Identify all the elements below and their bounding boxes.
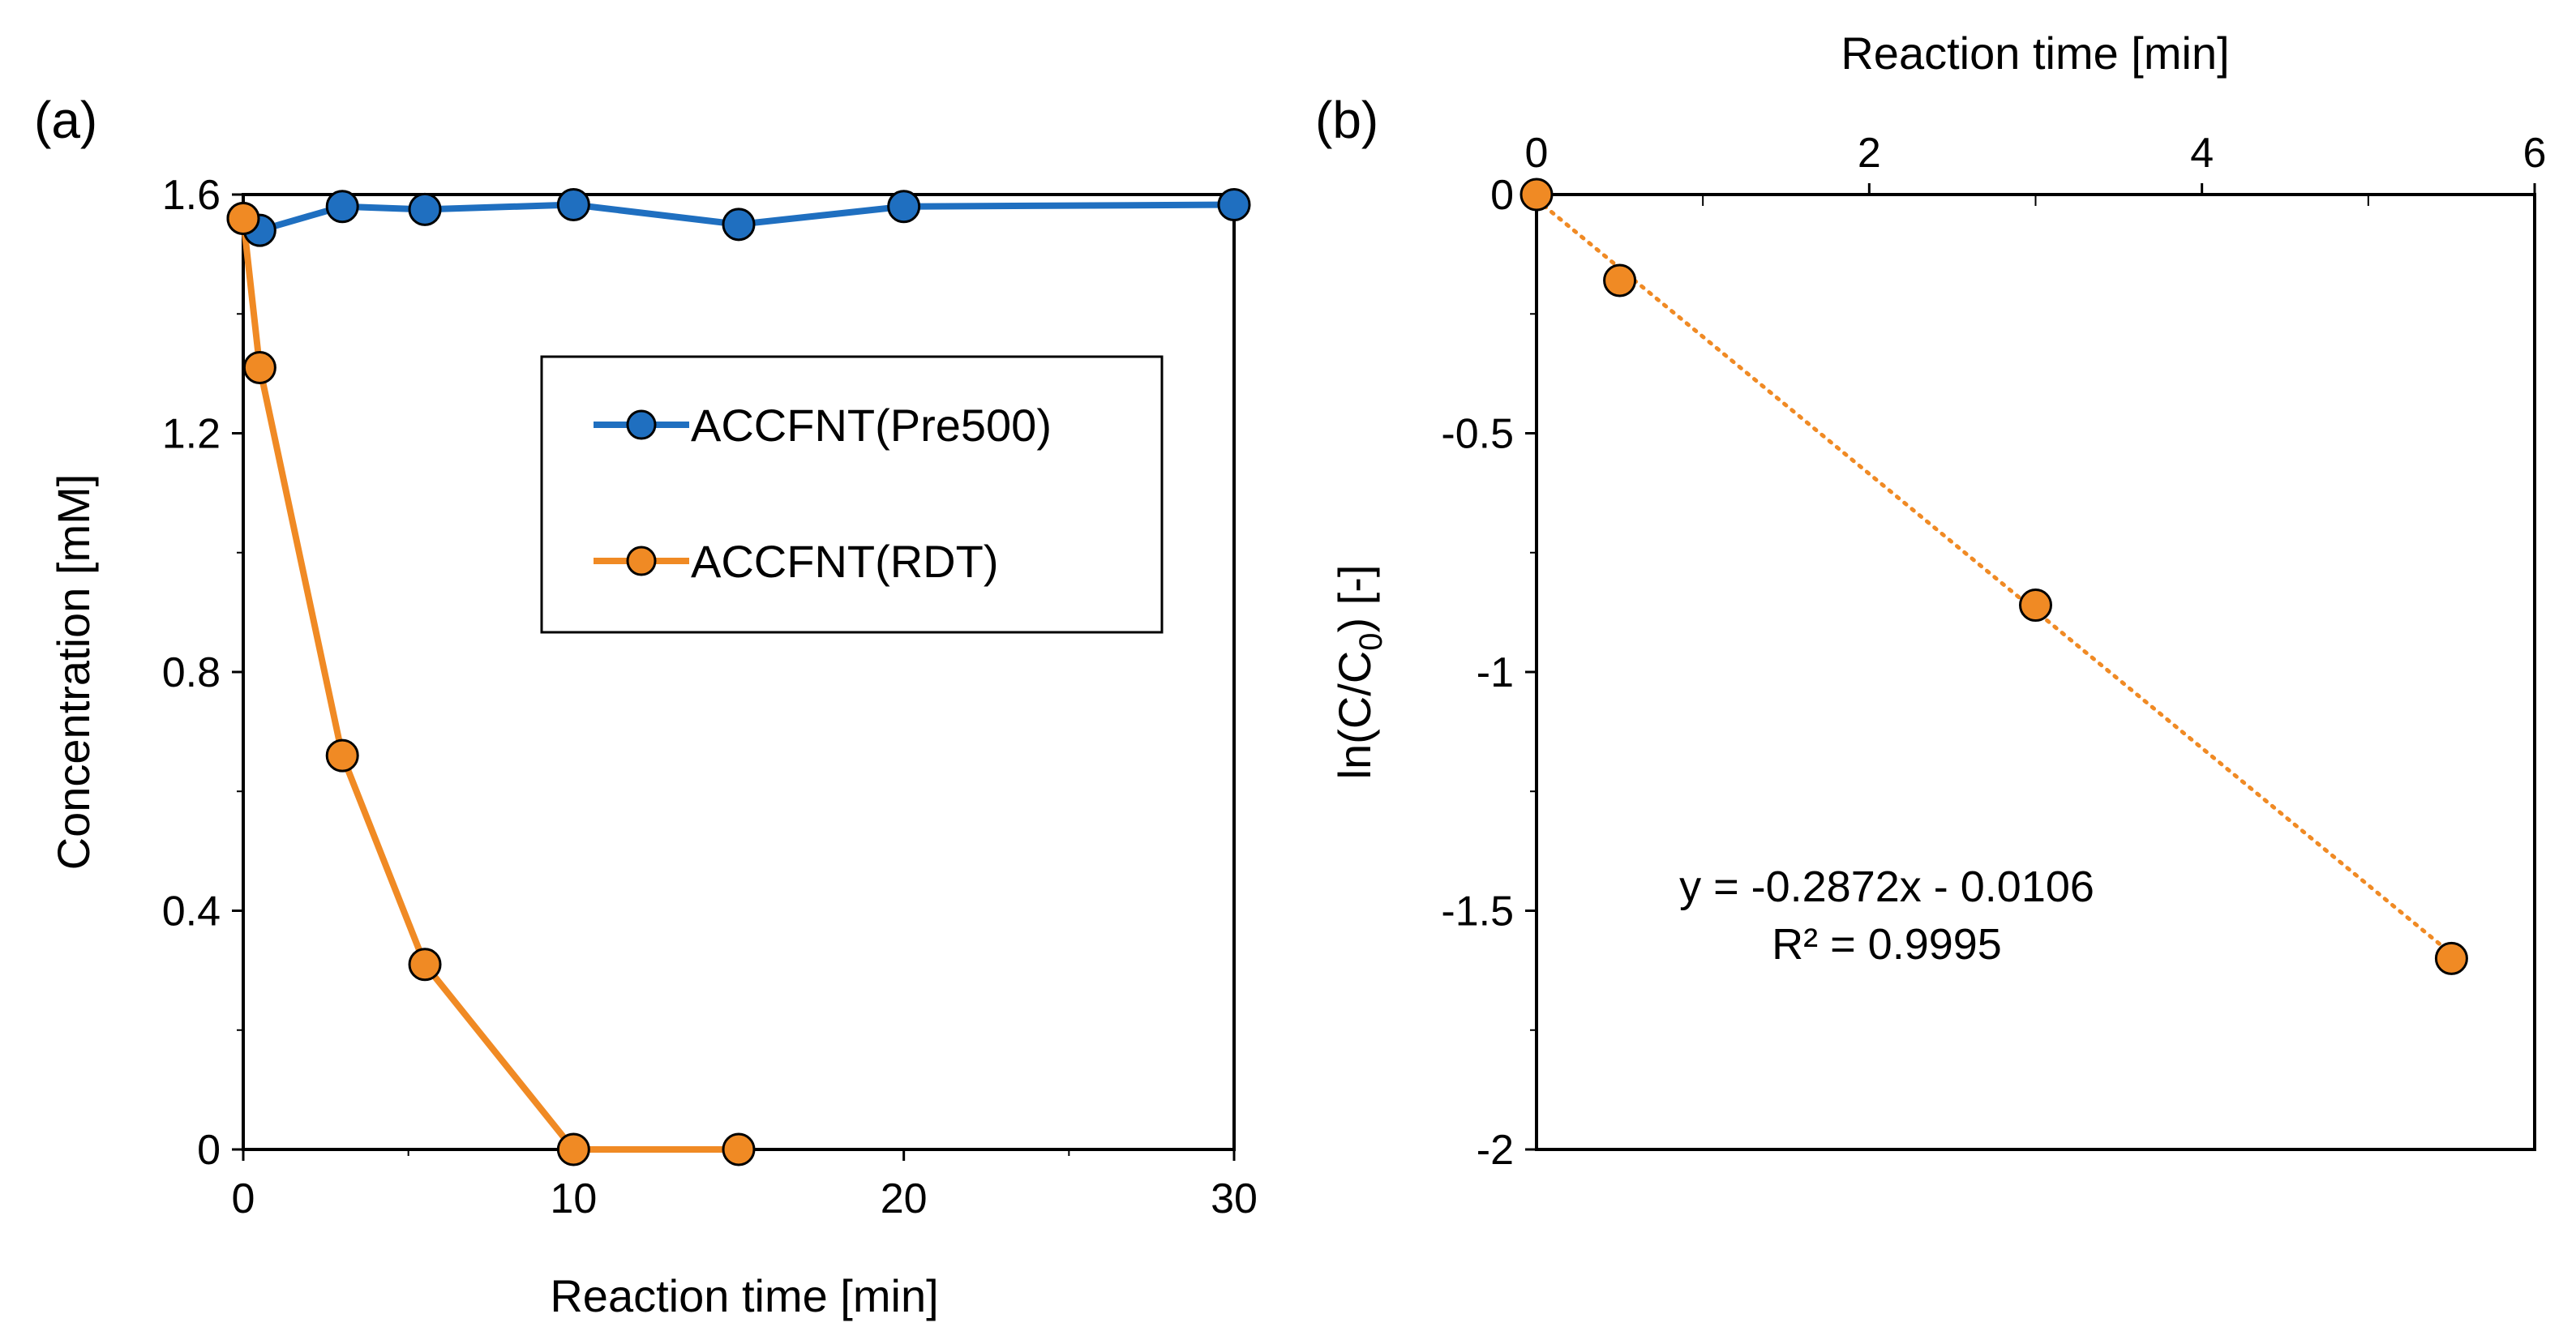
data-point-series-1: [226, 201, 260, 235]
data-point-series-1: [556, 1132, 590, 1166]
legend-label-rdt: ACCFNT(RDT): [691, 536, 998, 587]
panel-b-x-axis-label: Reaction time [min]: [1841, 28, 2229, 79]
data-point-series-1: [408, 948, 442, 982]
panel-b: (b) 0 -0.5 -1 -1.5 -2 0 2 4 6 Reaction time [mi…: [1315, 28, 2546, 1174]
panel-a-legend: ACCFNT(Pre500) ACCFNT(RDT): [540, 355, 1164, 634]
panel-b-y-ticks: 0 -0.5 -1 -1.5 -2: [1441, 172, 1537, 1174]
panel-a-plot-frame: [242, 193, 1236, 1151]
y-tick-label: -0.5: [1441, 411, 1514, 458]
trendline: [1534, 197, 2454, 957]
data-point-series-1: [325, 738, 359, 773]
panel-b-label: (b): [1315, 91, 1378, 149]
panel-a-series-group: [226, 188, 1251, 1166]
series-line-1: [240, 218, 739, 1153]
x-tick-label: 20: [881, 1175, 928, 1222]
y-tick-label: -2: [1477, 1127, 1514, 1174]
panel-b-series-group: [1519, 178, 2468, 975]
x-tick-label: 6: [2523, 130, 2547, 177]
x-tick-label: 2: [1858, 130, 1881, 177]
legend-box: [540, 355, 1164, 634]
data-point-series-0: [2434, 941, 2468, 975]
panel-a-x-ticks: 0 10 20 30: [232, 1149, 1258, 1222]
panel-b-y-axis-label: ln(C/C0) [-]: [1329, 565, 1389, 780]
x-tick-label: 4: [2190, 130, 2214, 177]
y-tick-label: 0: [197, 1127, 221, 1174]
y-tick-label: 1.6: [162, 172, 221, 219]
y-tick-label: -1: [1477, 649, 1514, 696]
data-point-series-0: [887, 190, 921, 224]
panel-a: (a) 0 0.4 0.8 1.2 1.6 0 10 20 30 Reaction time …: [34, 91, 1258, 1321]
y-tick-label: 0.4: [162, 888, 221, 935]
panel-a-y-ticks: 0 0.4 0.8 1.2 1.6: [162, 172, 243, 1174]
panel-a-x-axis-label: Reaction time [min]: [550, 1270, 938, 1321]
legend-marker-rdt: [626, 546, 657, 576]
x-tick-label: 30: [1211, 1175, 1258, 1222]
legend-label-pre500: ACCFNT(Pre500): [691, 400, 1052, 451]
data-point-series-0: [1603, 263, 1637, 297]
y-tick-label: -1.5: [1441, 888, 1514, 935]
panel-b-trendline-group: [1534, 197, 2454, 957]
panel-b-x-ticks: 0 2 4 6: [1525, 130, 2547, 206]
data-point-series-0: [1519, 178, 1554, 212]
data-point-series-0: [2019, 589, 2052, 623]
panel-a-y-axis-label: Concentration [mM]: [48, 474, 99, 871]
data-point-series-1: [242, 351, 276, 385]
trendline-r-squared: R² = 0.9995: [1772, 920, 2002, 969]
legend-marker-pre500: [626, 409, 657, 440]
panel-b-plot-frame: [1535, 193, 2536, 1151]
x-tick-label: 0: [1525, 130, 1549, 177]
y-tick-label: 0.8: [162, 649, 221, 696]
data-point-series-0: [722, 208, 756, 242]
data-point-series-0: [1217, 188, 1251, 222]
data-point-series-1: [722, 1132, 756, 1166]
panel-a-label: (a): [34, 91, 97, 149]
data-point-series-0: [408, 192, 442, 226]
y-tick-label: 1.2: [162, 411, 221, 458]
data-point-series-0: [325, 190, 359, 224]
x-tick-label: 0: [232, 1175, 255, 1222]
y-tick-label: 0: [1490, 172, 1514, 219]
x-tick-label: 10: [550, 1175, 597, 1222]
trendline-equation: y = -0.2872x - 0.0106: [1679, 862, 2094, 911]
data-point-series-0: [556, 188, 590, 222]
